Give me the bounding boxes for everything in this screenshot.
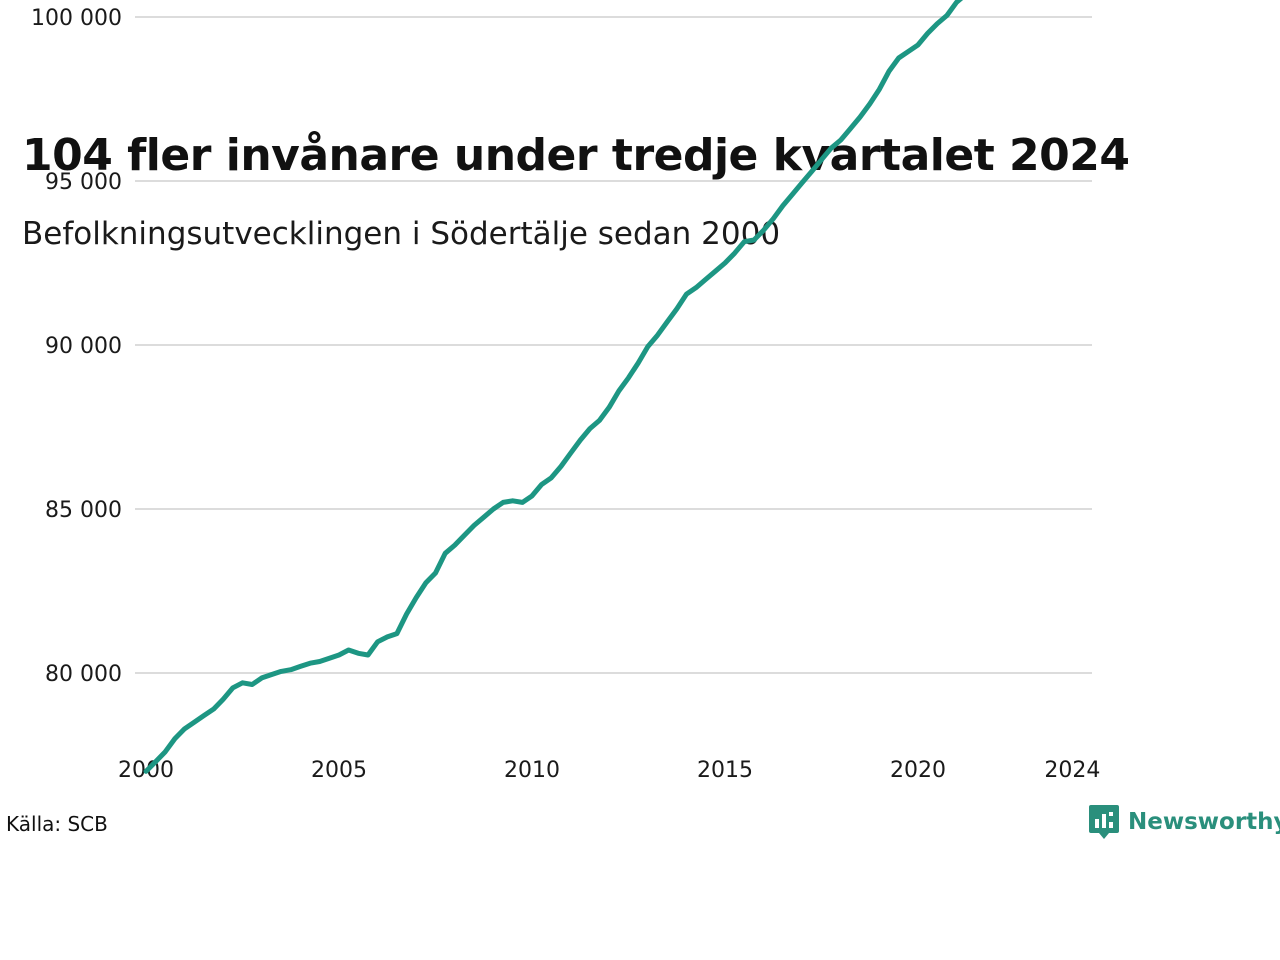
grid-lines <box>135 16 1092 674</box>
x-tick-label-2020: 2020 <box>890 758 946 783</box>
chart-subtitle: Befolkningsutvecklingen i Södertälje sed… <box>22 216 781 252</box>
brand-name: Newsworthy <box>1128 809 1280 835</box>
population-series-line <box>143 0 964 774</box>
newsworthy-logo-icon <box>1089 805 1119 839</box>
x-tick-label-2024: 2024 <box>1044 758 1100 783</box>
y-axis-ticks: 80 000 85 000 90 000 95 000 100 000 <box>31 6 122 687</box>
y-tick-label-85000: 85 000 <box>45 498 122 523</box>
newsworthy-brand: Newsworthy <box>1088 804 1280 840</box>
series-layer <box>143 0 964 774</box>
x-tick-label-2010: 2010 <box>504 758 560 783</box>
x-tick-label-2015: 2015 <box>697 758 753 783</box>
y-tick-label-95000: 95 000 <box>45 170 122 195</box>
x-tick-label-2005: 2005 <box>311 758 367 783</box>
y-tick-label-80000: 80 000 <box>45 662 122 687</box>
y-tick-label-100000: 100 000 <box>31 6 122 31</box>
x-axis-ticks: 2000 2005 2010 2015 2020 2024 <box>118 758 1100 783</box>
y-tick-label-90000: 90 000 <box>45 334 122 359</box>
source-note: Källa: SCB <box>6 812 108 836</box>
chart-title: 104 fler invånare under tredje kvartalet… <box>22 130 1130 181</box>
